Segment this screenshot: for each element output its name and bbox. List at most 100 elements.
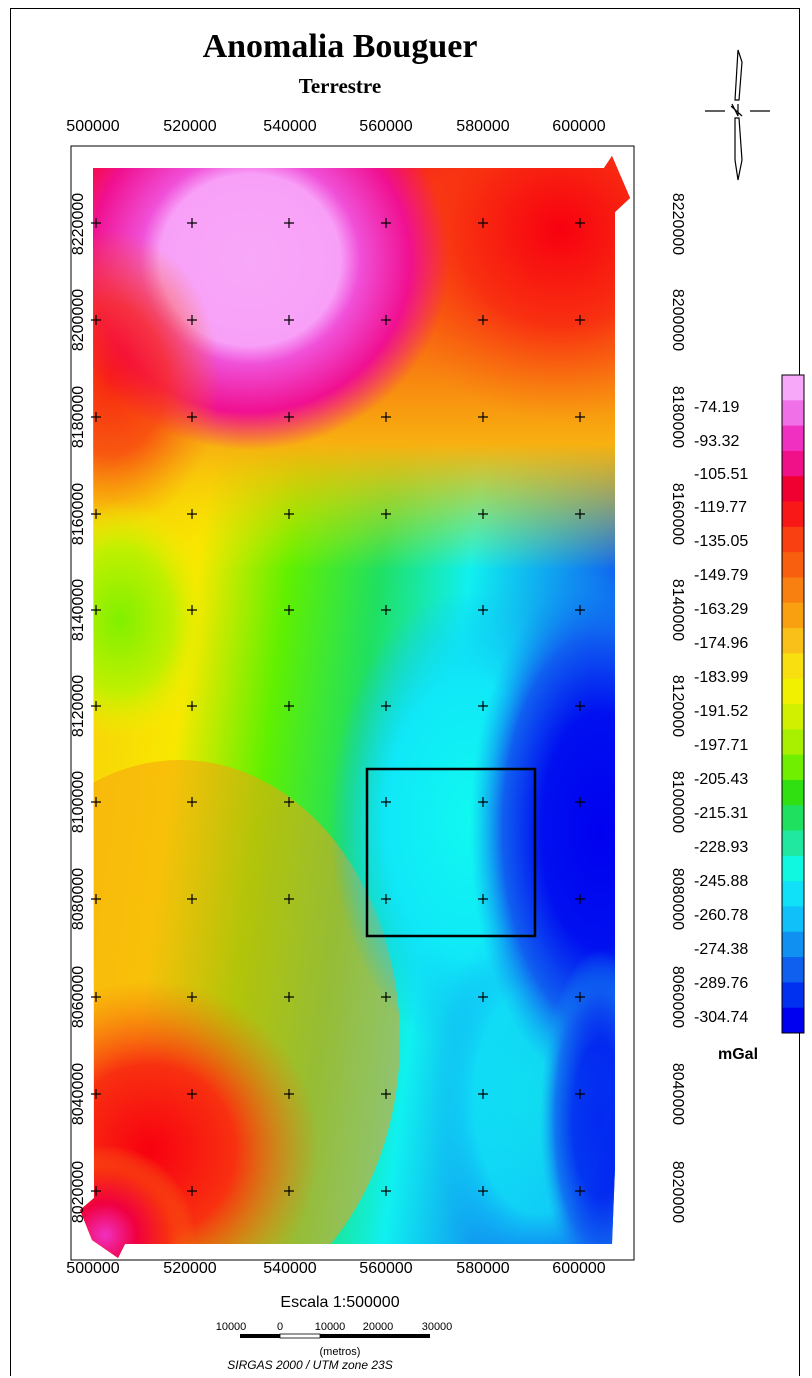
grid-cross — [575, 509, 585, 519]
legend-swatch — [782, 830, 804, 857]
grid-cross — [284, 509, 294, 519]
legend-label: -205.43 — [694, 771, 749, 788]
grid-cross — [575, 701, 585, 711]
legend-swatch — [782, 855, 804, 882]
x-tick-bottom: 580000 — [456, 1260, 510, 1277]
legend-swatch — [782, 375, 804, 401]
color-legend — [782, 375, 804, 1034]
x-tick-bottom: 600000 — [552, 1260, 606, 1277]
grid-cross — [478, 412, 488, 422]
legend-swatch — [782, 425, 804, 452]
grid-cross — [478, 605, 488, 615]
y-tick-right: 8160000 — [669, 482, 687, 546]
y-tick-left: 8180000 — [70, 385, 88, 449]
y-tick-left: 8100000 — [70, 770, 88, 834]
y-tick-left: 8120000 — [70, 674, 88, 738]
legend-swatch — [782, 982, 804, 1009]
y-tick-right: 8060000 — [669, 965, 687, 1029]
legend-label: -174.96 — [694, 635, 749, 652]
legend-label: -274.38 — [694, 941, 749, 958]
legend-swatch — [782, 881, 804, 907]
legend-label: -191.52 — [694, 703, 749, 720]
grid-cross — [284, 701, 294, 711]
y-tick-right: 8200000 — [669, 288, 687, 352]
y-tick-right: 8020000 — [669, 1160, 687, 1224]
grid-cross — [187, 894, 197, 904]
grid-cross — [187, 992, 197, 1002]
scale-label: 0 — [276, 1321, 284, 1333]
legend-swatch — [782, 931, 804, 958]
grid-cross — [91, 509, 101, 519]
grid-cross — [381, 509, 391, 519]
grid-cross — [284, 315, 294, 325]
map-border — [70, 145, 635, 1261]
legend-swatch — [782, 602, 804, 629]
y-tick-left: 8220000 — [70, 192, 88, 256]
x-tick-top: 500000 — [66, 118, 120, 135]
legend-label: -197.71 — [694, 737, 749, 754]
grid-cross — [381, 992, 391, 1002]
grid-cross — [381, 701, 391, 711]
legend-unit: mGal — [718, 1046, 759, 1063]
grid-cross — [91, 701, 101, 711]
grid-cross — [187, 797, 197, 807]
grid-cross — [187, 605, 197, 615]
y-tick-right: 8220000 — [669, 192, 687, 256]
grid-cross — [381, 1186, 391, 1196]
legend-label: -260.78 — [694, 907, 749, 924]
grid-cross — [478, 1186, 488, 1196]
x-tick-bottom: 500000 — [66, 1260, 120, 1277]
legend-label: -135.05 — [694, 533, 749, 550]
legend-swatch — [782, 906, 804, 933]
scale-label: 10000 — [314, 1321, 346, 1333]
y-tick-left: 8140000 — [70, 578, 88, 642]
legend-swatch — [782, 754, 804, 781]
y-tick-left: 8160000 — [70, 482, 88, 546]
grid-cross — [478, 701, 488, 711]
y-tick-left: 8040000 — [70, 1062, 88, 1126]
grid-cross — [284, 1186, 294, 1196]
legend-label: -149.79 — [694, 567, 749, 584]
grid-cross — [91, 605, 101, 615]
grid-cross — [478, 315, 488, 325]
grid-cross — [478, 992, 488, 1002]
legend-swatch — [782, 501, 804, 528]
y-tick-left: 8060000 — [70, 965, 88, 1029]
legend-label: -183.99 — [694, 669, 749, 686]
grid-cross — [381, 894, 391, 904]
grid-cross — [187, 218, 197, 228]
scale-bar — [240, 1333, 430, 1339]
y-tick-right: 8040000 — [669, 1062, 687, 1126]
grid-cross — [91, 412, 101, 422]
grid-cross — [187, 1186, 197, 1196]
y-tick-right: 8120000 — [669, 674, 687, 738]
legend-label: -289.76 — [694, 975, 749, 992]
grid-cross — [284, 412, 294, 422]
x-tick-bottom: 540000 — [263, 1260, 317, 1277]
grid-cross — [575, 412, 585, 422]
y-tick-right: 8140000 — [669, 578, 687, 642]
scale-label: 30000 — [421, 1321, 453, 1333]
study-area-box — [365, 767, 537, 938]
grid-cross — [575, 894, 585, 904]
grid-cross — [381, 1089, 391, 1099]
legend-label: -304.74 — [694, 1009, 749, 1026]
x-tick-top: 580000 — [456, 118, 510, 135]
legend-swatch — [782, 1007, 804, 1034]
grid-cross — [91, 1186, 101, 1196]
grid-cross — [187, 509, 197, 519]
grid-cross — [381, 218, 391, 228]
grid-cross — [478, 509, 488, 519]
grid-cross — [187, 315, 197, 325]
y-tick-right: 8100000 — [669, 770, 687, 834]
legend-swatch — [782, 476, 804, 503]
map-title: Anomalia Bouguer — [202, 28, 478, 65]
map-subtitle: Terrestre — [298, 74, 382, 98]
legend-swatch — [782, 704, 804, 730]
y-tick-right: 8080000 — [669, 867, 687, 931]
grid-cross — [284, 605, 294, 615]
legend-label: -74.19 — [694, 399, 740, 416]
grid-cross — [478, 894, 488, 904]
grid-cross — [478, 218, 488, 228]
